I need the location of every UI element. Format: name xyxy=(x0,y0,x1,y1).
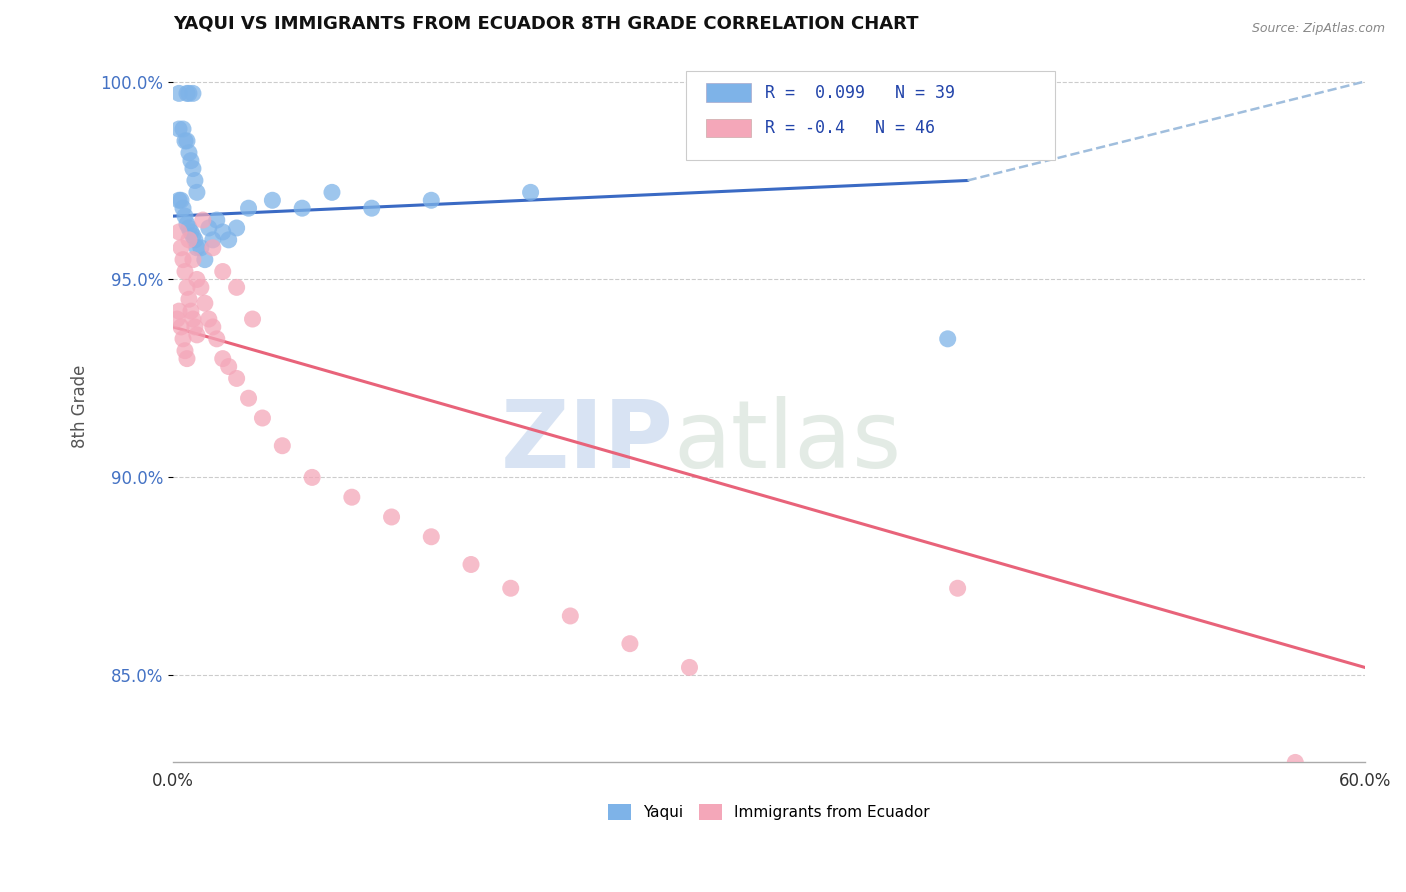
FancyBboxPatch shape xyxy=(706,83,751,102)
Legend: Yaqui, Immigrants from Ecuador: Yaqui, Immigrants from Ecuador xyxy=(602,797,936,826)
Point xyxy=(1284,756,1306,770)
Point xyxy=(170,194,193,208)
Point xyxy=(238,201,260,215)
Point xyxy=(194,252,217,267)
Point xyxy=(211,264,233,278)
Point xyxy=(271,439,294,453)
Point xyxy=(519,186,541,200)
Point xyxy=(321,186,343,200)
Point xyxy=(184,173,207,187)
Text: R =  0.099   N = 39: R = 0.099 N = 39 xyxy=(765,84,955,102)
Point xyxy=(619,637,641,651)
Point xyxy=(420,530,443,544)
Point xyxy=(218,233,240,247)
Point xyxy=(174,134,197,148)
Point xyxy=(167,225,190,239)
Point xyxy=(177,221,200,235)
Point xyxy=(181,161,204,176)
Point xyxy=(301,470,323,484)
Point xyxy=(172,252,194,267)
Point xyxy=(198,221,221,235)
Point xyxy=(181,252,204,267)
Text: YAQUI VS IMMIGRANTS FROM ECUADOR 8TH GRADE CORRELATION CHART: YAQUI VS IMMIGRANTS FROM ECUADOR 8TH GRA… xyxy=(173,15,918,33)
Y-axis label: 8th Grade: 8th Grade xyxy=(72,365,89,448)
Point xyxy=(190,241,212,255)
Point xyxy=(176,134,198,148)
Point xyxy=(225,221,247,235)
Point xyxy=(218,359,240,374)
Point xyxy=(225,280,247,294)
Point xyxy=(170,320,193,334)
Text: R = -0.4   N = 46: R = -0.4 N = 46 xyxy=(765,120,935,137)
Point xyxy=(238,391,260,405)
Point xyxy=(176,87,198,101)
Point xyxy=(181,87,204,101)
Point xyxy=(180,225,202,239)
Point xyxy=(201,233,224,247)
Text: atlas: atlas xyxy=(673,396,901,488)
Point xyxy=(205,213,228,227)
Point xyxy=(177,233,200,247)
Point xyxy=(174,209,197,223)
Point xyxy=(176,351,198,366)
Point xyxy=(167,304,190,318)
Point xyxy=(172,332,194,346)
Point xyxy=(172,122,194,136)
Text: ZIP: ZIP xyxy=(501,396,673,488)
Point xyxy=(499,581,522,595)
Point xyxy=(936,332,959,346)
Point xyxy=(211,351,233,366)
Point xyxy=(166,312,188,326)
Point xyxy=(186,186,208,200)
Point xyxy=(201,241,224,255)
Point xyxy=(560,609,582,624)
Point xyxy=(177,87,200,101)
Point xyxy=(172,201,194,215)
Point xyxy=(191,213,214,227)
Point xyxy=(460,558,482,572)
Point xyxy=(186,241,208,255)
Point xyxy=(420,194,443,208)
Point xyxy=(360,201,382,215)
Point xyxy=(291,201,314,215)
Point xyxy=(170,241,193,255)
Point xyxy=(186,327,208,342)
Point xyxy=(174,264,197,278)
Point xyxy=(198,312,221,326)
Text: Source: ZipAtlas.com: Source: ZipAtlas.com xyxy=(1251,22,1385,36)
Point xyxy=(177,292,200,306)
FancyBboxPatch shape xyxy=(706,119,751,137)
Point xyxy=(181,312,204,326)
FancyBboxPatch shape xyxy=(686,71,1054,161)
Point xyxy=(340,490,363,504)
Point xyxy=(201,320,224,334)
Point xyxy=(205,332,228,346)
Point xyxy=(225,371,247,385)
Point xyxy=(177,145,200,160)
Point xyxy=(946,581,969,595)
Point xyxy=(167,122,190,136)
Point xyxy=(184,320,207,334)
Point xyxy=(176,217,198,231)
Point xyxy=(176,280,198,294)
Point xyxy=(167,87,190,101)
Point xyxy=(181,228,204,243)
Point xyxy=(167,194,190,208)
Point xyxy=(211,225,233,239)
Point xyxy=(380,510,402,524)
Point xyxy=(174,343,197,358)
Point xyxy=(242,312,264,326)
Point xyxy=(180,153,202,168)
Point xyxy=(678,660,700,674)
Point xyxy=(262,194,284,208)
Point xyxy=(184,233,207,247)
Point xyxy=(180,304,202,318)
Point xyxy=(252,411,274,425)
Point xyxy=(190,280,212,294)
Point xyxy=(186,272,208,286)
Point xyxy=(194,296,217,310)
